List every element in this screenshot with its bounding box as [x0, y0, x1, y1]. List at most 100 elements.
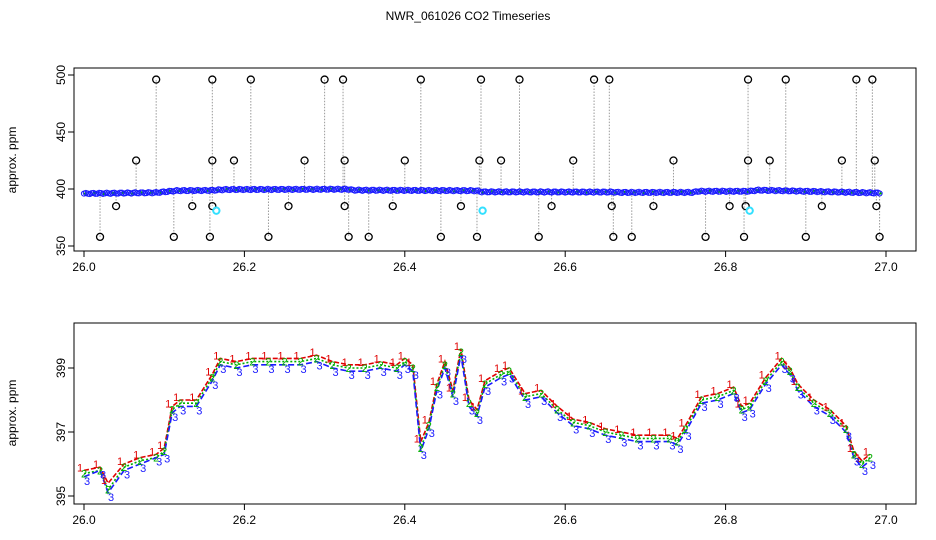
series-marker-3: 3 [156, 457, 162, 469]
outlier-point [496, 156, 506, 165]
series-marker-1: 1 [534, 382, 540, 394]
baseline-point [459, 187, 466, 194]
bottom-y-axis-label: approx. ppm [5, 380, 19, 447]
series-marker-3: 3 [429, 428, 435, 440]
series-marker-1: 1 [743, 395, 749, 407]
baseline-point [872, 189, 879, 196]
outlier-point [701, 232, 710, 242]
series-marker-3: 3 [469, 405, 475, 417]
series-marker-2: 2 [466, 398, 472, 410]
baseline-point [620, 188, 627, 196]
top-axis-ticks: 26.0 26.2 26.4 26.6 26.8 27.0 350 400 450 500 [54, 65, 898, 274]
series-marker-2: 2 [787, 366, 793, 378]
series-marker-1: 1 [261, 350, 267, 362]
y-tick-label: 395 [54, 486, 68, 506]
series-marker-3: 3 [605, 434, 611, 446]
x-tick-label: 26.8 [714, 513, 738, 527]
series-marker-2: 2 [450, 389, 456, 401]
series-marker-1: 1 [342, 357, 348, 369]
outlier-point [472, 232, 482, 242]
series-marker-1: 1 [245, 350, 251, 362]
series-marker-2: 2 [209, 373, 215, 385]
x-tick-label: 27.0 [874, 260, 898, 274]
series-marker-3: 3 [734, 393, 740, 405]
series-marker-2: 2 [747, 401, 753, 413]
outlier-point [264, 232, 273, 242]
cyan-point [745, 206, 754, 215]
series-marker-1: 1 [727, 379, 733, 391]
series-marker-1: 1 [807, 392, 813, 404]
series-marker-1: 1 [149, 446, 155, 458]
outlier-point [340, 156, 349, 165]
series-marker-2: 2 [330, 360, 336, 372]
outlier-point [649, 201, 658, 211]
outlier-point [188, 201, 197, 211]
series-marker-3: 3 [84, 476, 90, 488]
baseline-point [550, 188, 557, 195]
series-marker-3: 3 [365, 370, 371, 382]
series-marker-3: 3 [461, 354, 467, 366]
series-marker-3: 3 [718, 399, 724, 411]
series-line-3 [83, 355, 871, 495]
series-marker-2: 2 [137, 456, 143, 468]
bottom-plot-frame [73, 322, 917, 505]
series-marker-2: 2 [418, 443, 424, 455]
series-marker-2: 2 [698, 395, 704, 407]
series-marker-1: 1 [414, 434, 420, 446]
outlier-point [817, 201, 826, 211]
baseline-point [876, 190, 883, 197]
series-marker-3: 3 [621, 437, 627, 449]
series-marker-2: 2 [474, 408, 480, 420]
series-marker-3: 3 [862, 466, 868, 478]
outlier-point [534, 232, 543, 242]
outlier-point [872, 201, 881, 211]
series-marker-2: 2 [81, 469, 87, 481]
series-marker-2: 2 [233, 360, 239, 372]
outlier-point [743, 75, 753, 84]
outlier-point [589, 75, 599, 84]
baseline-point [253, 186, 260, 193]
series-marker-2: 2 [281, 357, 287, 369]
x-tick-label: 26.4 [393, 513, 417, 527]
y-tick-label: 397 [54, 422, 68, 442]
outlier-point [344, 232, 353, 242]
series-marker-1: 1 [358, 357, 364, 369]
series-marker-1: 1 [791, 376, 797, 388]
series-marker-3: 3 [509, 373, 515, 385]
series-marker-2: 2 [739, 405, 745, 417]
baseline-point [851, 188, 859, 196]
series-marker-3: 3 [637, 441, 643, 453]
series-marker-1: 1 [430, 376, 436, 388]
series-marker-3: 3 [108, 492, 114, 504]
series-marker-3: 3 [100, 469, 106, 481]
outlier-point [229, 156, 239, 165]
series-marker-1: 1 [157, 440, 163, 452]
outlier-point [246, 75, 255, 84]
series-marker-2: 2 [570, 417, 576, 429]
series-marker-1: 1 [438, 354, 444, 366]
series-marker-2: 2 [634, 433, 640, 445]
series-marker-1: 1 [582, 414, 588, 426]
series-marker-3: 3 [854, 457, 860, 469]
baseline-point [92, 190, 99, 197]
series-marker-3: 3 [333, 367, 339, 379]
series-marker-3: 3 [790, 373, 796, 385]
series-marker-1: 1 [213, 350, 219, 362]
series-marker-2: 2 [650, 433, 656, 445]
series-marker-2: 2 [538, 389, 544, 401]
series-marker-2: 2 [153, 453, 159, 465]
series-marker-1: 1 [823, 402, 829, 414]
outlier-point [739, 232, 749, 242]
series-marker-1: 1 [614, 424, 620, 436]
series-marker-1: 1 [839, 418, 845, 430]
series-marker-1: 1 [646, 427, 652, 439]
series-marker-2: 2 [586, 421, 592, 433]
series-marker-3: 3 [300, 364, 306, 376]
outlier-point [152, 75, 161, 84]
series-marker-3: 3 [870, 460, 876, 472]
baseline-point [368, 186, 376, 193]
outlier-point [475, 156, 484, 165]
outlier-point [781, 75, 790, 84]
